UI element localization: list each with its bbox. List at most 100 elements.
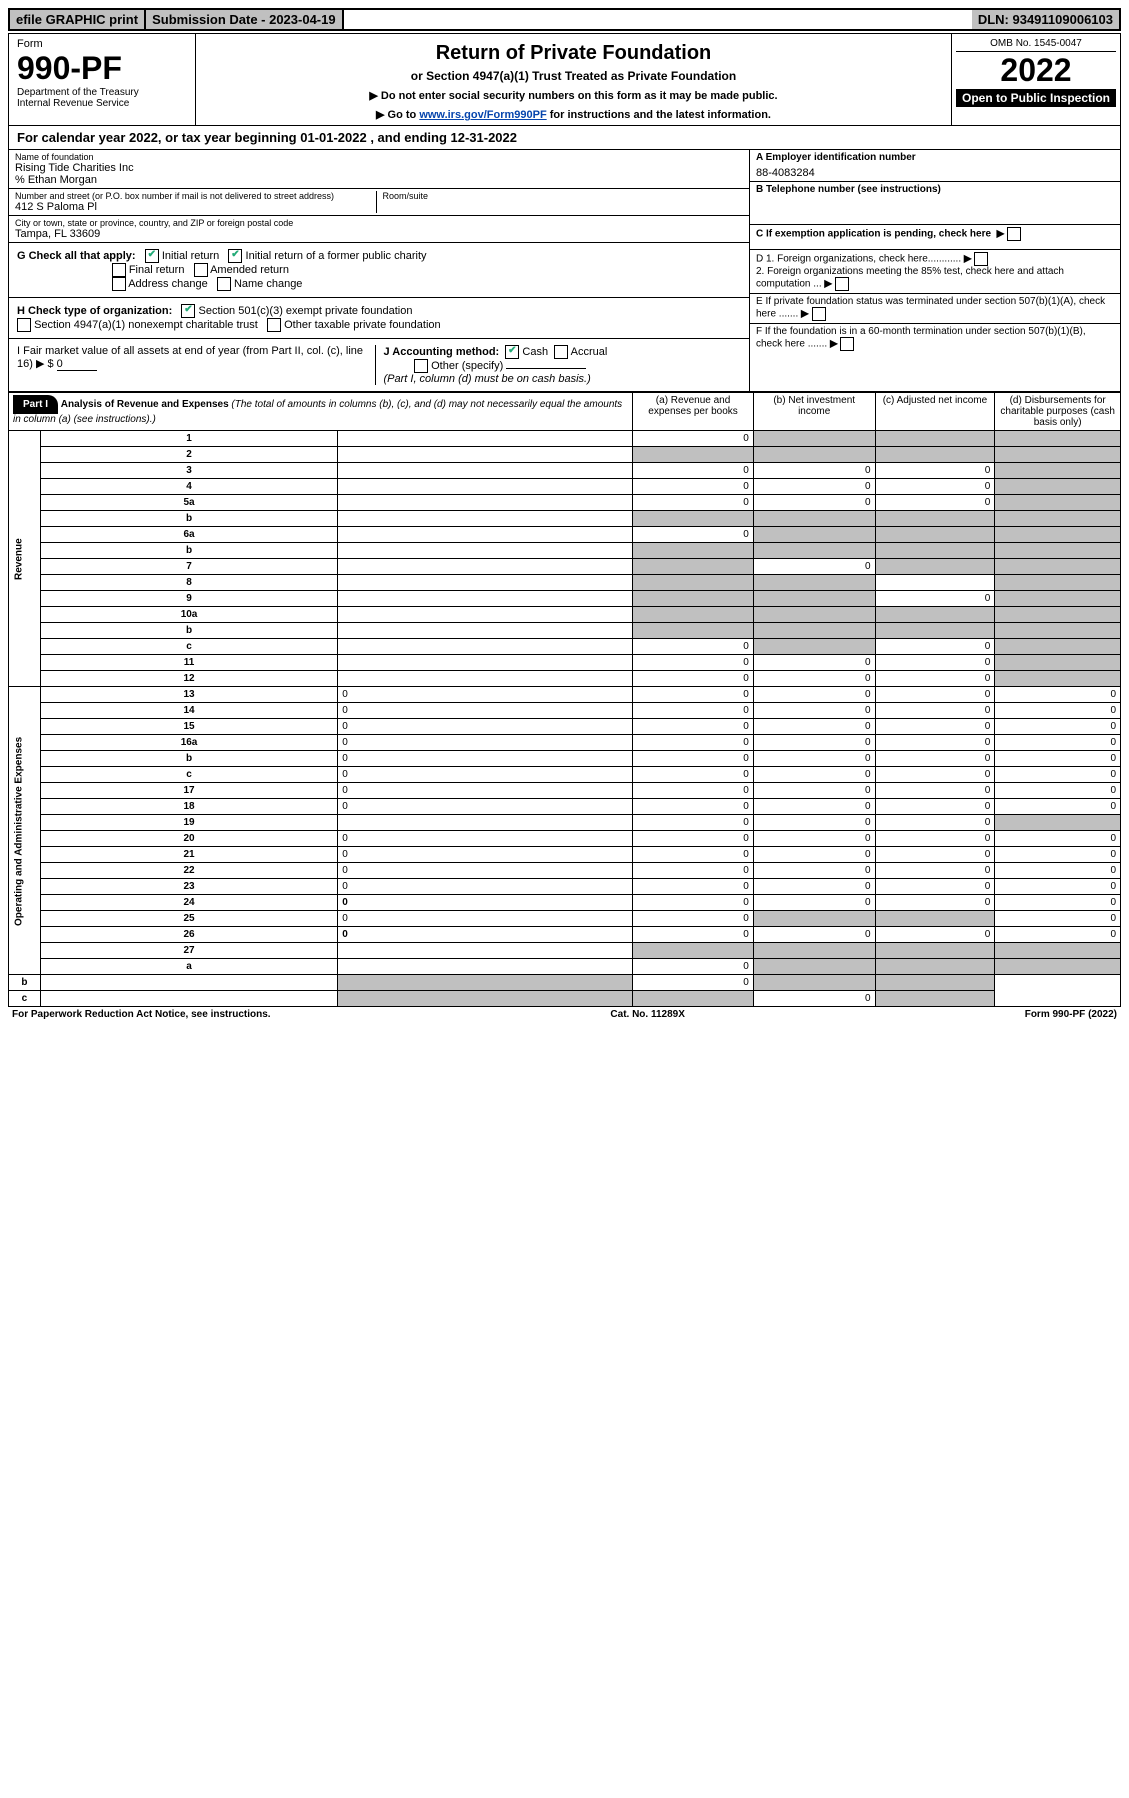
cell-d: 0: [995, 751, 1121, 767]
line-number: c: [40, 767, 337, 783]
other-taxable-checkbox[interactable]: [267, 318, 281, 332]
line-description: 0: [338, 703, 633, 719]
cell-c: [875, 527, 995, 543]
cell-c: 0: [875, 863, 995, 879]
footer-center: Cat. No. 11289X: [610, 1009, 684, 1020]
initial-former-checkbox[interactable]: ✔: [228, 249, 242, 263]
cell-b: 0: [753, 847, 875, 863]
cell-b: 0: [753, 879, 875, 895]
e-cell: E If private foundation status was termi…: [750, 294, 1120, 324]
f-checkbox[interactable]: [840, 337, 854, 351]
cell-a: 0: [633, 799, 754, 815]
cell-b: 0: [753, 495, 875, 511]
part1-title: Analysis of Revenue and Expenses: [61, 399, 229, 410]
e-checkbox[interactable]: [812, 307, 826, 321]
501c3-checkbox[interactable]: ✔: [181, 304, 195, 318]
entity-right: A Employer identification number 88-4083…: [750, 150, 1120, 391]
cell-c: [753, 975, 875, 991]
table-row: 1500000: [9, 719, 1121, 735]
cell-a: [338, 991, 633, 1007]
address-change-checkbox[interactable]: [112, 277, 126, 291]
cash-checkbox[interactable]: ✔: [505, 345, 519, 359]
cell-c: [875, 447, 995, 463]
table-row: 1800000: [9, 799, 1121, 815]
g-final: Final return: [129, 264, 185, 276]
j-accounting: J Accounting method: ✔ Cash Accrual Othe…: [375, 345, 742, 385]
cell-d: 0: [995, 703, 1121, 719]
h-501c3: Section 501(c)(3) exempt private foundat…: [198, 305, 412, 317]
cell-b: 0: [633, 975, 754, 991]
name-change-checkbox[interactable]: [217, 277, 231, 291]
submission-date: Submission Date - 2023-04-19: [146, 10, 344, 29]
efile-label[interactable]: efile GRAPHIC print: [10, 10, 146, 29]
line-number: c: [9, 991, 41, 1007]
cell-d: [995, 959, 1121, 975]
line-description: 0: [338, 719, 633, 735]
form990pf-link[interactable]: www.irs.gov/Form990PF: [419, 109, 546, 121]
4947-checkbox[interactable]: [17, 318, 31, 332]
cell-d: 0: [995, 831, 1121, 847]
line-number: 22: [40, 863, 337, 879]
initial-return-checkbox[interactable]: ✔: [145, 249, 159, 263]
cell-c: 0: [875, 703, 995, 719]
g-addr: Address change: [128, 278, 208, 290]
cell-b: 0: [753, 767, 875, 783]
cell-a: 0: [633, 479, 754, 495]
line-description: [338, 511, 633, 527]
amended-return-checkbox[interactable]: [194, 263, 208, 277]
table-row: 2400000: [9, 895, 1121, 911]
cell-a: [633, 623, 754, 639]
table-row: 8: [9, 575, 1121, 591]
cell-a: 0: [633, 847, 754, 863]
tax-year: 2022: [956, 52, 1116, 89]
d2-checkbox[interactable]: [835, 277, 849, 291]
col-d-header: (d) Disbursements for charitable purpose…: [995, 393, 1121, 431]
cell-d: 0: [995, 799, 1121, 815]
form-title: Return of Private Foundation: [204, 42, 943, 65]
line-description: 0: [338, 911, 633, 927]
cell-c: [875, 559, 995, 575]
other-method-checkbox[interactable]: [414, 359, 428, 373]
cell-b: 0: [753, 719, 875, 735]
line-number: 16a: [40, 735, 337, 751]
g-initial: Initial return: [162, 250, 219, 262]
table-row: 25000: [9, 911, 1121, 927]
cell-c: [875, 575, 995, 591]
table-row: b00000: [9, 751, 1121, 767]
table-row: 1700000: [9, 783, 1121, 799]
final-return-checkbox[interactable]: [112, 263, 126, 277]
cell-a: [633, 511, 754, 527]
line-description: 0: [338, 863, 633, 879]
c-checkbox[interactable]: [1007, 227, 1021, 241]
cell-a: 0: [633, 719, 754, 735]
cell-a: 0: [633, 735, 754, 751]
line-number: b: [40, 751, 337, 767]
cell-d: [995, 591, 1121, 607]
cell-d: [995, 943, 1121, 959]
line-number: 1: [40, 431, 337, 447]
cell-c: [875, 943, 995, 959]
cell-c: 0: [875, 879, 995, 895]
g-initial-former: Initial return of a former public charit…: [246, 250, 427, 262]
cell-c: 0: [875, 719, 995, 735]
line-number: 2: [40, 447, 337, 463]
cell-d: 0: [995, 895, 1121, 911]
d1-checkbox[interactable]: [974, 252, 988, 266]
cell-d: [875, 991, 995, 1007]
cell-b: [753, 543, 875, 559]
line-number: 7: [40, 559, 337, 575]
cell-d: [995, 655, 1121, 671]
table-row: 2: [9, 447, 1121, 463]
cell-c: 0: [875, 799, 995, 815]
cell-b: [753, 527, 875, 543]
table-row: 1400000: [9, 703, 1121, 719]
d2-label: 2. Foreign organizations meeting the 85%…: [756, 266, 1064, 290]
accrual-checkbox[interactable]: [554, 345, 568, 359]
address-cell: Number and street (or P.O. box number if…: [9, 189, 749, 216]
table-row: 5a000: [9, 495, 1121, 511]
cell-b: [753, 639, 875, 655]
cell-a: 0: [633, 495, 754, 511]
table-row: 2000000: [9, 831, 1121, 847]
cell-a: 0: [633, 783, 754, 799]
table-row: b0: [9, 975, 1121, 991]
